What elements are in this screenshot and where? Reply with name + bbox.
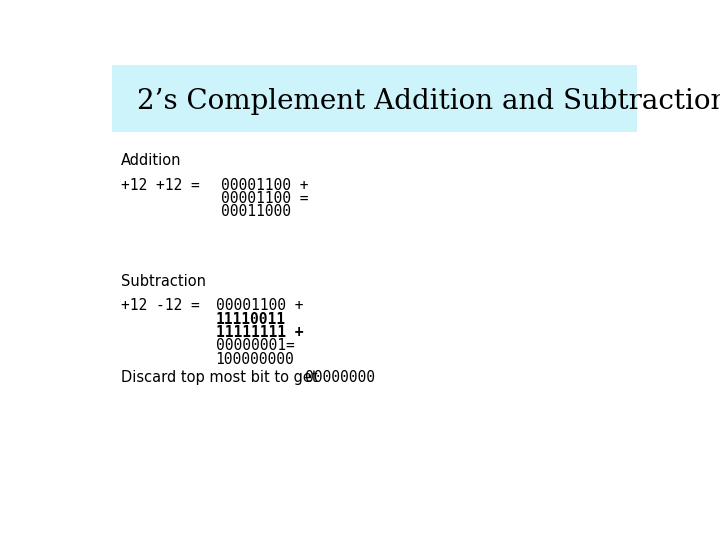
Text: Addition: Addition	[121, 153, 181, 168]
Text: 00011000: 00011000	[221, 205, 291, 219]
Text: 00001100 +: 00001100 +	[221, 178, 309, 193]
Text: 11111111 +: 11111111 +	[215, 325, 303, 340]
Text: 100000000: 100000000	[215, 352, 294, 367]
Text: +12 -12 =: +12 -12 =	[121, 299, 208, 313]
Text: 00000001=: 00000001=	[215, 339, 294, 353]
Text: Discard top most bit to get: Discard top most bit to get	[121, 370, 322, 385]
FancyBboxPatch shape	[112, 65, 637, 132]
Text: 2’s Complement Addition and Subtraction: 2’s Complement Addition and Subtraction	[138, 88, 720, 115]
Text: Subtraction: Subtraction	[121, 274, 206, 288]
Text: 00001100 +: 00001100 +	[215, 299, 303, 313]
Text: 00000000: 00000000	[305, 370, 375, 385]
Text: +12 +12 =: +12 +12 =	[121, 178, 208, 193]
Text: 11110011: 11110011	[215, 312, 286, 327]
Text: 00001100 =: 00001100 =	[221, 191, 309, 206]
